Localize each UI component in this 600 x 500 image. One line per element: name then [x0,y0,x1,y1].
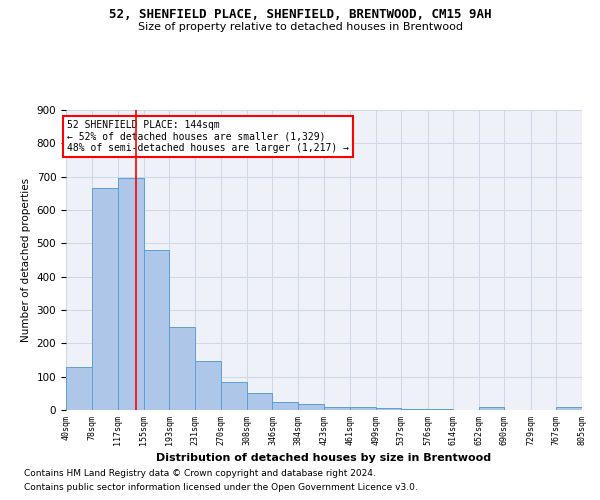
Bar [118,178,143,410]
Bar [92,188,118,410]
Bar [143,250,169,410]
Bar [350,408,376,410]
Bar [298,404,325,410]
Y-axis label: Number of detached properties: Number of detached properties [21,178,31,342]
Bar [428,409,453,410]
Text: Size of property relative to detached houses in Brentwood: Size of property relative to detached ho… [137,22,463,32]
Bar [325,406,350,410]
Bar [195,360,221,410]
Bar [376,408,401,410]
X-axis label: Distribution of detached houses by size in Brentwood: Distribution of detached houses by size … [157,453,491,463]
Text: 52 SHENFIELD PLACE: 144sqm
← 52% of detached houses are smaller (1,329)
48% of s: 52 SHENFIELD PLACE: 144sqm ← 52% of deta… [67,120,349,153]
Bar [479,406,505,410]
Bar [221,382,247,410]
Bar [272,402,298,410]
Text: 52, SHENFIELD PLACE, SHENFIELD, BRENTWOOD, CM15 9AH: 52, SHENFIELD PLACE, SHENFIELD, BRENTWOO… [109,8,491,20]
Bar [556,408,582,410]
Text: Contains public sector information licensed under the Open Government Licence v3: Contains public sector information licen… [24,484,418,492]
Bar [169,328,195,410]
Bar [247,394,272,410]
Text: Contains HM Land Registry data © Crown copyright and database right 2024.: Contains HM Land Registry data © Crown c… [24,468,376,477]
Bar [66,366,92,410]
Bar [401,409,428,410]
